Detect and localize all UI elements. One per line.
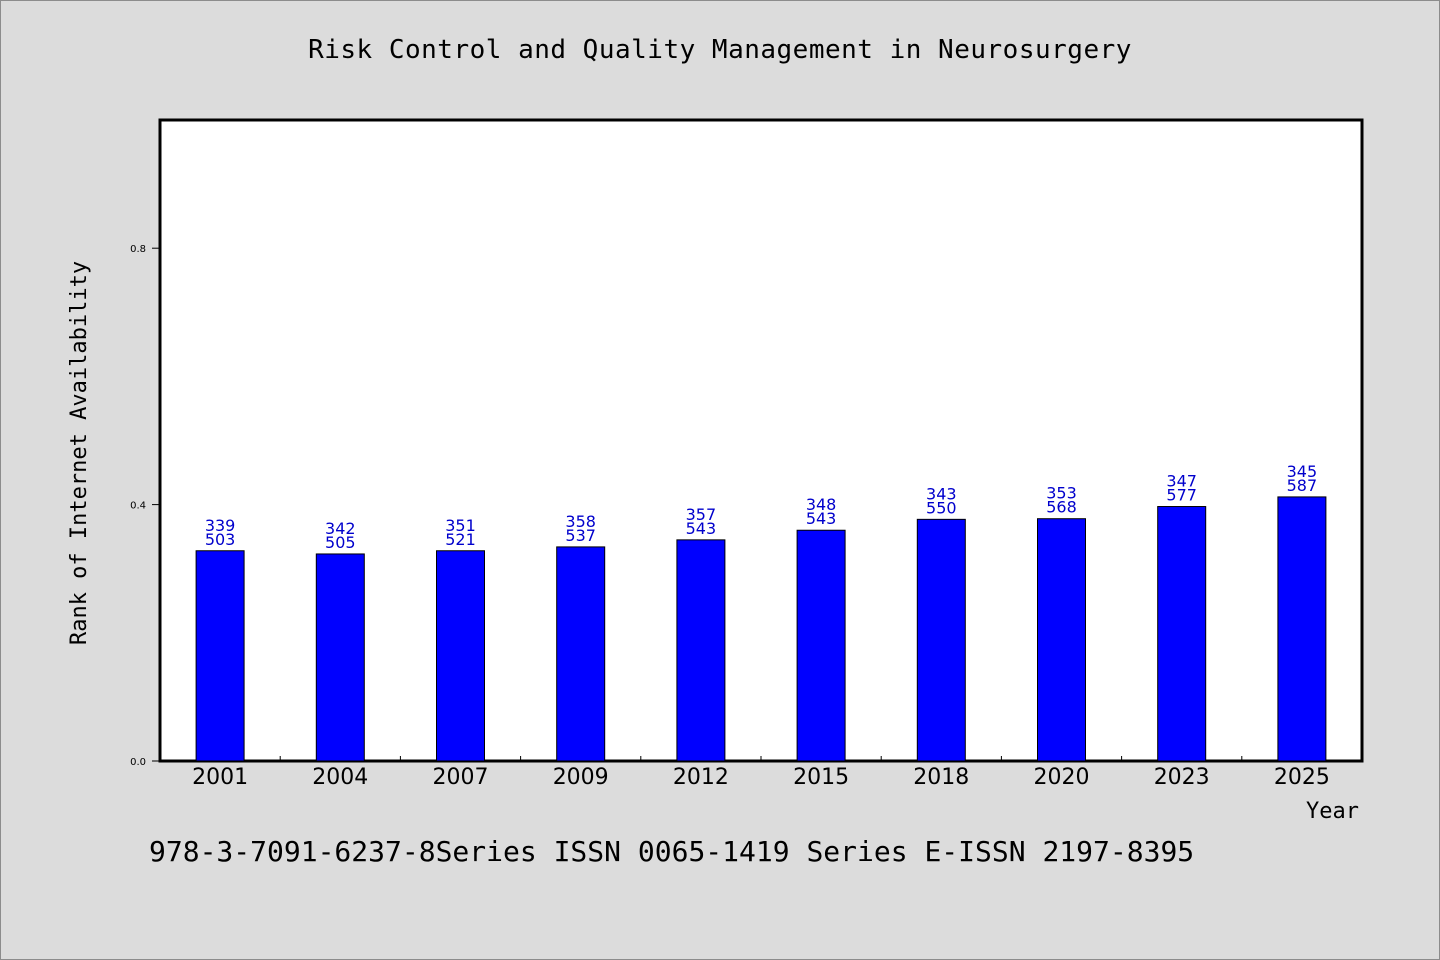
bar-data-label: 587 xyxy=(1287,476,1318,495)
y-tick-label: 0.4 xyxy=(130,501,146,512)
bar xyxy=(195,550,245,762)
bar-data-label: 521 xyxy=(445,530,476,549)
x-tick-label: 2023 xyxy=(1154,765,1210,790)
y-axis-title: Rank of Internet Availability xyxy=(67,261,92,645)
bar-data-label: 351 xyxy=(445,516,476,535)
y-tick-label: 0.8 xyxy=(130,244,146,255)
x-axis-title: Year xyxy=(1306,799,1359,824)
bar-data-label: 353 xyxy=(1046,484,1077,503)
bar xyxy=(1277,496,1327,762)
bar-data-label: 537 xyxy=(565,526,596,545)
x-tick-label: 2012 xyxy=(673,765,729,790)
y-tick-label: 0.0 xyxy=(130,757,146,768)
bar-data-label: 342 xyxy=(325,519,356,538)
x-tick-label: 2009 xyxy=(553,765,609,790)
bar-data-label: 343 xyxy=(926,484,957,503)
bar xyxy=(796,529,846,762)
bar-data-label: 358 xyxy=(565,512,596,531)
x-tick-label: 2018 xyxy=(913,765,969,790)
x-tick-label: 2001 xyxy=(192,765,248,790)
x-tick-label: 2004 xyxy=(312,765,368,790)
x-tick-label: 2020 xyxy=(1034,765,1090,790)
chart-title: Risk Control and Quality Management in N… xyxy=(308,35,1132,65)
bar xyxy=(676,539,726,762)
bar-data-label: 568 xyxy=(1046,498,1077,517)
bar xyxy=(436,550,485,762)
bar xyxy=(916,518,966,762)
bar xyxy=(1157,506,1207,762)
bar-data-label: 347 xyxy=(1166,472,1197,491)
bar-data-label: 543 xyxy=(806,509,837,528)
bar xyxy=(1037,518,1086,762)
bar-data-label: 577 xyxy=(1166,486,1197,505)
bar xyxy=(315,553,365,762)
bar-data-label: 503 xyxy=(205,530,236,549)
bar-data-label: 357 xyxy=(686,505,717,524)
x-tick-label: 2007 xyxy=(433,765,489,790)
bar-data-label: 348 xyxy=(806,495,837,514)
bar xyxy=(556,546,606,762)
x-tick-label: 2025 xyxy=(1274,765,1330,790)
bar-data-label: 345 xyxy=(1287,462,1318,481)
bar-data-label: 339 xyxy=(205,516,236,535)
bar-data-label: 505 xyxy=(325,533,356,552)
isbn-issn-footer: 978-3-7091-6237-8Series ISSN 0065-1419 S… xyxy=(149,835,1195,868)
bar-data-label: 550 xyxy=(926,498,957,517)
x-tick-label: 2015 xyxy=(793,765,849,790)
bar-data-label: 543 xyxy=(686,519,717,538)
